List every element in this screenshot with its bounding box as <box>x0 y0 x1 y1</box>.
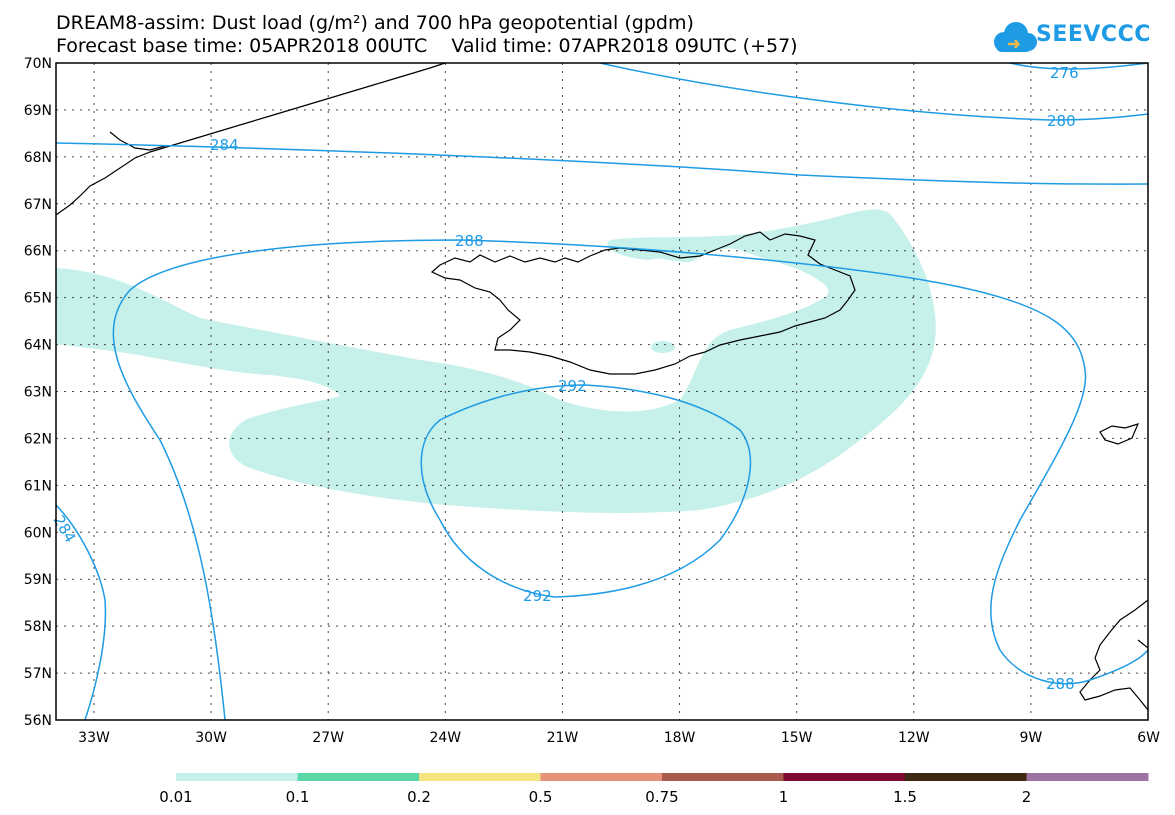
longitude-label: 18W <box>664 730 696 746</box>
contour-label: 292 <box>558 377 587 395</box>
iceland-coast <box>430 231 856 375</box>
contour-label: 280 <box>1047 112 1076 130</box>
dust-shading <box>56 209 936 513</box>
latitude-label: 63N <box>24 385 52 401</box>
contour-label: 288 <box>455 232 484 250</box>
greenland-coast <box>56 63 446 216</box>
longitude-labels: 33W 30W 27W 24W 21W 18W 15W 12W 9W 6W <box>78 730 1160 746</box>
cloud-icon <box>994 22 1037 52</box>
contour-280 <box>599 63 1148 121</box>
latitude-label: 60N <box>24 525 52 541</box>
contour-288 <box>112 239 1148 720</box>
map-title: DREAM8-assim: Dust load (g/m²) and 700 h… <box>56 12 694 34</box>
contour-276 <box>1009 63 1148 70</box>
latitude-labels: 70N 69N 68N 67N 66N 65N 64N 63N 62N 61N 60N 59N 58N 5… <box>24 56 52 729</box>
scotland-coast <box>1079 599 1148 711</box>
latitude-label: 64N <box>24 338 52 354</box>
longitude-label: 30W <box>195 730 227 746</box>
longitude-label: 15W <box>781 730 813 746</box>
latitude-label: 62N <box>24 431 52 447</box>
geopotential-contours <box>56 63 1148 720</box>
latitude-label: 57N <box>24 666 52 682</box>
longitude-label: 21W <box>547 730 579 746</box>
contour-label: 292 <box>523 587 552 605</box>
longitude-label: 6W <box>1137 730 1160 746</box>
contour-label: 284 <box>210 136 239 154</box>
map-frame <box>55 62 1149 721</box>
latitude-label: 70N <box>24 56 52 72</box>
logo-text: SEEVCCC <box>1036 22 1151 47</box>
contour-label: 288 <box>1046 675 1075 693</box>
latitude-label: 61N <box>24 478 52 494</box>
longitude-label: 9W <box>1020 730 1043 746</box>
latitude-label: 59N <box>24 572 52 588</box>
latitude-label: 65N <box>24 291 52 307</box>
latitude-label: 68N <box>24 150 52 166</box>
latitude-label: 58N <box>24 619 52 635</box>
longitude-label: 27W <box>312 730 344 746</box>
contour-label: 284 <box>50 512 80 546</box>
latitude-label: 66N <box>24 244 52 260</box>
latitude-label: 69N <box>24 103 52 119</box>
contour-292 <box>420 384 752 598</box>
contour-labels: 276 280 284 288 292 292 284 288 <box>50 64 1079 693</box>
latitude-label: 67N <box>24 197 52 213</box>
faroe-coast <box>1099 423 1140 445</box>
latitude-label: 56N <box>24 713 52 729</box>
contour-284-north <box>56 142 1148 185</box>
map-subtitle: Forecast base time: 05APR2018 00UTC Vali… <box>56 35 798 57</box>
contour-label: 276 <box>1050 64 1079 82</box>
longitude-label: 24W <box>429 730 461 746</box>
contour-284-west <box>56 504 107 720</box>
dust-area <box>56 209 936 513</box>
coastlines <box>56 63 1148 711</box>
longitude-label: 33W <box>78 730 110 746</box>
map-grid <box>56 63 1148 720</box>
longitude-label: 12W <box>898 730 930 746</box>
